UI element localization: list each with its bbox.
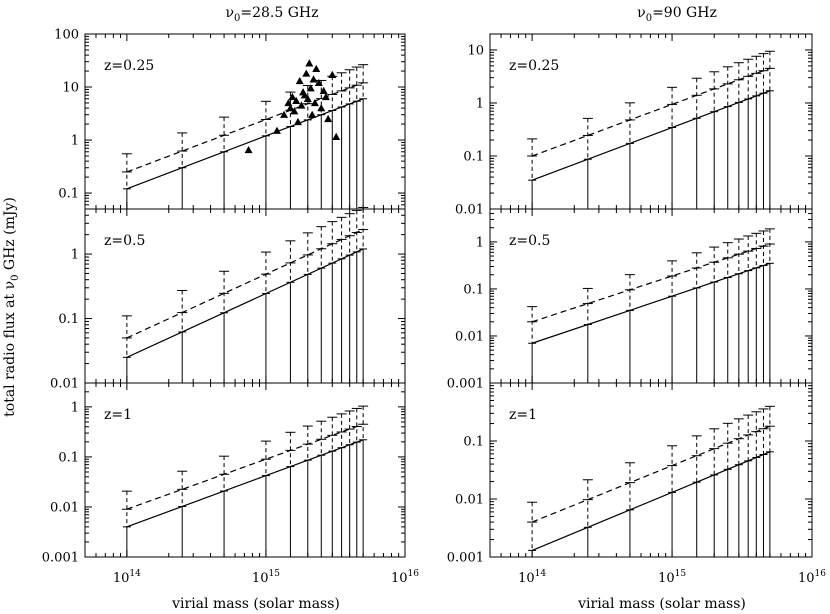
x-tick-label-base: 10 <box>113 571 130 586</box>
observed-point <box>286 104 295 112</box>
x-axis-title-left: virial mass (solar mass) <box>171 596 340 612</box>
y-tick-label: 10 <box>62 81 79 96</box>
y-tick-label: 0.001 <box>447 551 484 566</box>
observed-point <box>280 110 289 118</box>
x-tick-label-exponent: 15 <box>675 569 687 579</box>
model-line-dashed <box>531 67 771 157</box>
column-titles: ν0=28.5 GHz ν0=90 GHz <box>225 5 716 24</box>
panel-z025_28: 0.1 1 10 100 z=0.25 <box>54 28 406 210</box>
y-tick-label: 0.1 <box>58 450 79 465</box>
y-tick-label: 1 <box>71 134 79 149</box>
x-tick-label-exponent: 16 <box>408 569 420 579</box>
model-line-dashed <box>531 243 771 323</box>
y-tick-label: 0.01 <box>455 203 484 218</box>
y-tick-label: 0.1 <box>463 282 484 297</box>
x-tick-label-base: 10 <box>391 571 408 586</box>
y-tick-label: 0.01 <box>50 377 79 392</box>
y-tick-label: 0.1 <box>58 312 79 327</box>
y-tick-label: 0.01 <box>50 500 79 515</box>
observed-point <box>293 117 302 126</box>
panel-label: z=0.5 <box>509 233 550 249</box>
observed-point <box>290 107 299 115</box>
panel-z05_90: 0.001 0.01 0.1 1 z=0.5 <box>447 208 813 392</box>
model-line-dashed <box>531 425 771 523</box>
panel-label: z=1 <box>104 407 132 423</box>
y-tick-label: 0.1 <box>463 149 484 164</box>
observed-point <box>297 101 306 109</box>
panel-frame <box>489 382 813 558</box>
y-tick-label: 0.01 <box>455 329 484 344</box>
y-tick-label: 1 <box>71 248 79 263</box>
x-tick-label: 1014 <box>518 569 546 586</box>
panels: 0.1 1 10 100 z=0.25 0.01 0.1 1 z=0.5 0.001 0.01 0.1… <box>42 28 826 587</box>
observed-point <box>288 92 297 101</box>
y-tick-label: 100 <box>54 28 79 43</box>
x-tick-label-exponent: 15 <box>268 569 280 579</box>
y-tick-label: 0.001 <box>42 551 79 566</box>
x-tick-label: 1016 <box>391 569 419 586</box>
model-line-dashed <box>126 423 364 510</box>
model-line-solid <box>531 451 771 551</box>
panel-label: z=0.25 <box>509 58 559 74</box>
observed-point <box>272 126 281 134</box>
y-tick-label: 1 <box>476 235 484 250</box>
y-tick-label: 1 <box>71 400 79 415</box>
observed-point <box>324 114 333 123</box>
model-line-solid <box>126 248 364 358</box>
y-tick-label: 0.1 <box>463 435 484 450</box>
observed-point <box>295 76 304 85</box>
y-tick-label: 1 <box>476 96 484 111</box>
model-line-solid <box>531 262 771 344</box>
observed-point <box>312 64 321 73</box>
y-tick-label: 0.01 <box>455 493 484 508</box>
panel-frame <box>84 382 406 558</box>
observed-point <box>314 78 323 87</box>
column-title-90ghz: ν0=90 GHz <box>637 5 717 24</box>
observed-point <box>305 59 314 67</box>
x-tick-label-base: 10 <box>658 571 675 586</box>
observed-point <box>321 92 330 101</box>
model-line-solid <box>531 90 771 181</box>
observed-point <box>310 98 319 107</box>
observed-point <box>317 104 326 112</box>
observed-point <box>308 110 317 118</box>
model-line-solid <box>126 98 364 190</box>
model-line-dashed <box>126 229 364 339</box>
panel-z025_90: 0.01 0.1 1 10 z=0.25 <box>455 33 813 218</box>
panel-label: z=0.5 <box>104 233 145 249</box>
observed-point <box>319 86 328 94</box>
x-tick-label-base: 10 <box>518 571 535 586</box>
panel-z05_28: 0.01 0.1 1 z=0.5 <box>50 206 406 392</box>
observed-point <box>332 132 341 141</box>
x-tick-label-exponent: 14 <box>129 569 141 579</box>
x-tick-label: 1015 <box>252 569 280 586</box>
x-tick-label-base: 10 <box>252 571 269 586</box>
model-line-solid <box>126 439 364 528</box>
y-axis-title: total radio flux at ν0 GHz (mJy) <box>2 197 21 417</box>
x-axis-title-right: virial mass (solar mass) <box>577 596 746 612</box>
observed-point <box>244 145 253 154</box>
y-tick-label: 10 <box>467 43 484 58</box>
x-tick-label: 1015 <box>658 569 686 586</box>
panel-label: z=0.25 <box>104 58 154 74</box>
observed-point <box>302 69 311 77</box>
x-tick-label-base: 10 <box>798 571 815 586</box>
observed-point <box>309 75 318 83</box>
x-tick-label: 1016 <box>798 569 826 586</box>
observed-point <box>300 91 309 99</box>
y-tick-label: 0.1 <box>58 187 79 202</box>
observed-point <box>306 84 315 92</box>
observed-point <box>303 94 312 102</box>
y-tick-label: 0.001 <box>447 377 484 392</box>
observed-point <box>328 70 337 78</box>
x-tick-label-exponent: 16 <box>815 569 827 579</box>
x-tick-label: 1014 <box>113 569 141 586</box>
observed-point <box>292 96 301 104</box>
x-tick-label-exponent: 14 <box>535 569 547 579</box>
panel-label: z=1 <box>509 407 537 423</box>
column-title-28ghz: ν0=28.5 GHz <box>225 5 318 24</box>
